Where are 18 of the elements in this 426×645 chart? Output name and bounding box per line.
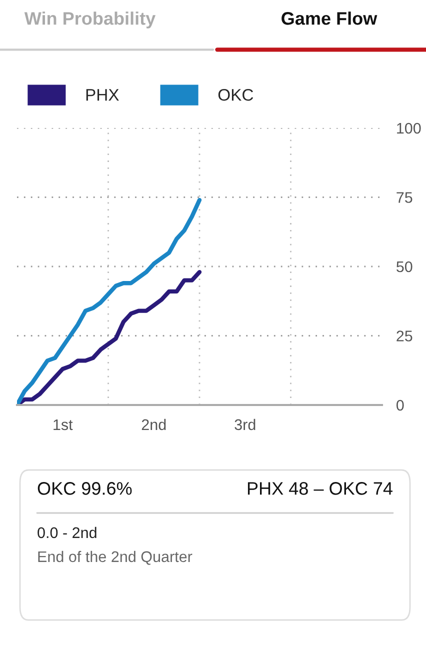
y-tick-label: 75 [396, 192, 412, 203]
y-tick-label: 0 [396, 400, 404, 411]
text: 0.0 - 2nd [38, 526, 96, 538]
text: Win Probability [24, 12, 156, 28]
text: OKC 99.6% [38, 482, 132, 495]
y-tick-label: 50 [396, 261, 412, 272]
legend-label: PHX [86, 89, 119, 101]
legend-label: OKC [218, 88, 254, 101]
x-tick-label: 3rd [234, 418, 256, 430]
x-tick-label: 1st [54, 419, 73, 430]
y-tick-label: 100 [397, 122, 421, 134]
text: PHX 48 – OKC 74 [248, 482, 392, 495]
x-tick-label: 2nd [142, 418, 166, 430]
text: Game Flow [282, 12, 378, 25]
line-series [17, 198, 202, 405]
y-tick-label: 25 [396, 330, 412, 342]
text: End of the 2nd Quarter [38, 550, 192, 565]
line-series [17, 270, 202, 405]
